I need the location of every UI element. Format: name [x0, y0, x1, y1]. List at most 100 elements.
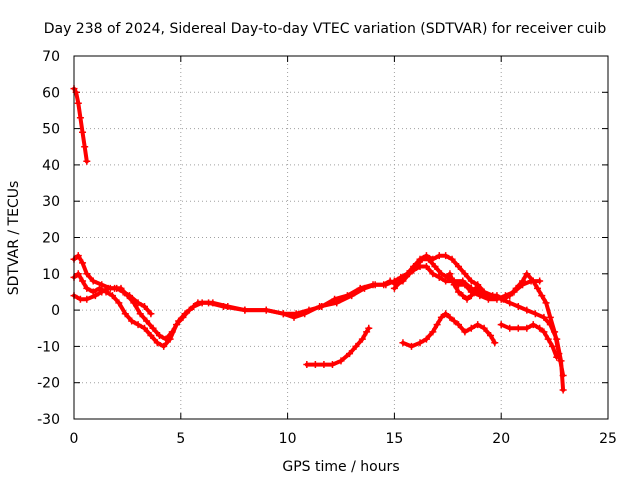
- data-point: [429, 255, 437, 263]
- data-point: [536, 277, 544, 285]
- data-point: [79, 277, 87, 285]
- data-point: [79, 128, 87, 136]
- data-point: [487, 332, 495, 340]
- data-point: [136, 310, 144, 318]
- data-point: [407, 342, 415, 350]
- data-point: [467, 277, 475, 285]
- data-point: [318, 302, 326, 310]
- data-point: [542, 299, 550, 307]
- data-point: [98, 281, 106, 289]
- data-point: [454, 263, 462, 271]
- data-point: [155, 332, 163, 340]
- data-point: [168, 328, 176, 336]
- data-point: [403, 270, 411, 278]
- x-tick-label: 5: [176, 431, 185, 447]
- y-tick-label: 0: [51, 303, 60, 319]
- data-point: [474, 321, 482, 329]
- data-point: [461, 328, 469, 336]
- data-point: [121, 310, 129, 318]
- data-point: [538, 292, 546, 300]
- data-point: [442, 310, 450, 318]
- data-point: [416, 263, 424, 271]
- data-point: [523, 306, 531, 314]
- gridlines: [74, 56, 608, 419]
- data-point: [83, 157, 91, 165]
- data-point: [463, 295, 471, 303]
- data-point: [130, 299, 138, 307]
- data-point: [76, 114, 84, 122]
- data-point: [501, 292, 509, 300]
- data-point: [390, 277, 398, 285]
- series-track-6: [446, 270, 484, 303]
- data-point: [476, 284, 484, 292]
- data-point: [435, 273, 443, 281]
- data-point: [497, 295, 505, 303]
- data-point: [442, 252, 450, 260]
- data-point: [79, 259, 87, 267]
- data-point: [311, 361, 319, 369]
- data-point: [83, 270, 91, 278]
- data-point: [162, 335, 170, 343]
- data-point: [83, 295, 91, 303]
- y-axis-label: SDTVAR / TECUs: [6, 181, 22, 296]
- data-point: [190, 302, 198, 310]
- data-point: [123, 292, 131, 300]
- data-point: [181, 310, 189, 318]
- data-point: [548, 342, 556, 350]
- data-point: [461, 270, 469, 278]
- x-tick-label: 15: [385, 431, 403, 447]
- y-tick-label: -20: [37, 376, 60, 392]
- x-tick-label: 20: [492, 431, 510, 447]
- data-point: [320, 361, 328, 369]
- series-line: [72, 257, 566, 378]
- data-point: [305, 306, 313, 314]
- data-series: [70, 85, 567, 394]
- data-point: [303, 361, 311, 369]
- x-axis-label: GPS time / hours: [282, 459, 399, 475]
- y-tick-label: 70: [42, 49, 60, 65]
- data-point: [523, 324, 531, 332]
- data-point: [134, 321, 142, 329]
- data-point: [140, 324, 148, 332]
- data-point: [91, 292, 99, 300]
- data-point: [83, 284, 91, 292]
- data-point: [546, 313, 554, 321]
- data-point: [81, 143, 89, 151]
- series-track-5: [390, 252, 567, 394]
- data-point: [224, 302, 232, 310]
- data-point: [96, 284, 104, 292]
- data-point: [484, 295, 492, 303]
- data-point: [390, 284, 398, 292]
- data-point: [111, 284, 119, 292]
- data-point: [544, 335, 552, 343]
- data-point: [352, 342, 360, 350]
- x-tick-label: 0: [70, 431, 79, 447]
- data-point: [89, 288, 97, 296]
- data-point: [382, 281, 390, 289]
- data-point: [422, 263, 430, 271]
- axis-ticks: 0 5 10 15 20 25 -30 -20 -10 0 10 20 30 40 50 60 70: [37, 49, 617, 447]
- data-point: [74, 252, 82, 260]
- series-track-7: [497, 321, 561, 361]
- data-point: [209, 299, 217, 307]
- y-tick-label: 50: [42, 122, 60, 138]
- data-point: [546, 321, 554, 329]
- data-point: [422, 335, 430, 343]
- data-point: [442, 277, 450, 285]
- data-point: [337, 357, 345, 365]
- data-point: [454, 321, 462, 329]
- data-point: [416, 255, 424, 263]
- data-point: [115, 299, 123, 307]
- series-track-9: [303, 324, 373, 369]
- data-point: [397, 277, 405, 285]
- data-point: [461, 281, 469, 289]
- data-point: [363, 328, 371, 336]
- data-point: [529, 321, 537, 329]
- x-tick-label: 10: [279, 431, 297, 447]
- data-point: [89, 277, 97, 285]
- data-point: [536, 324, 544, 332]
- series-line: [72, 86, 89, 164]
- data-point: [489, 292, 497, 300]
- data-point: [149, 324, 157, 332]
- data-point: [108, 292, 116, 300]
